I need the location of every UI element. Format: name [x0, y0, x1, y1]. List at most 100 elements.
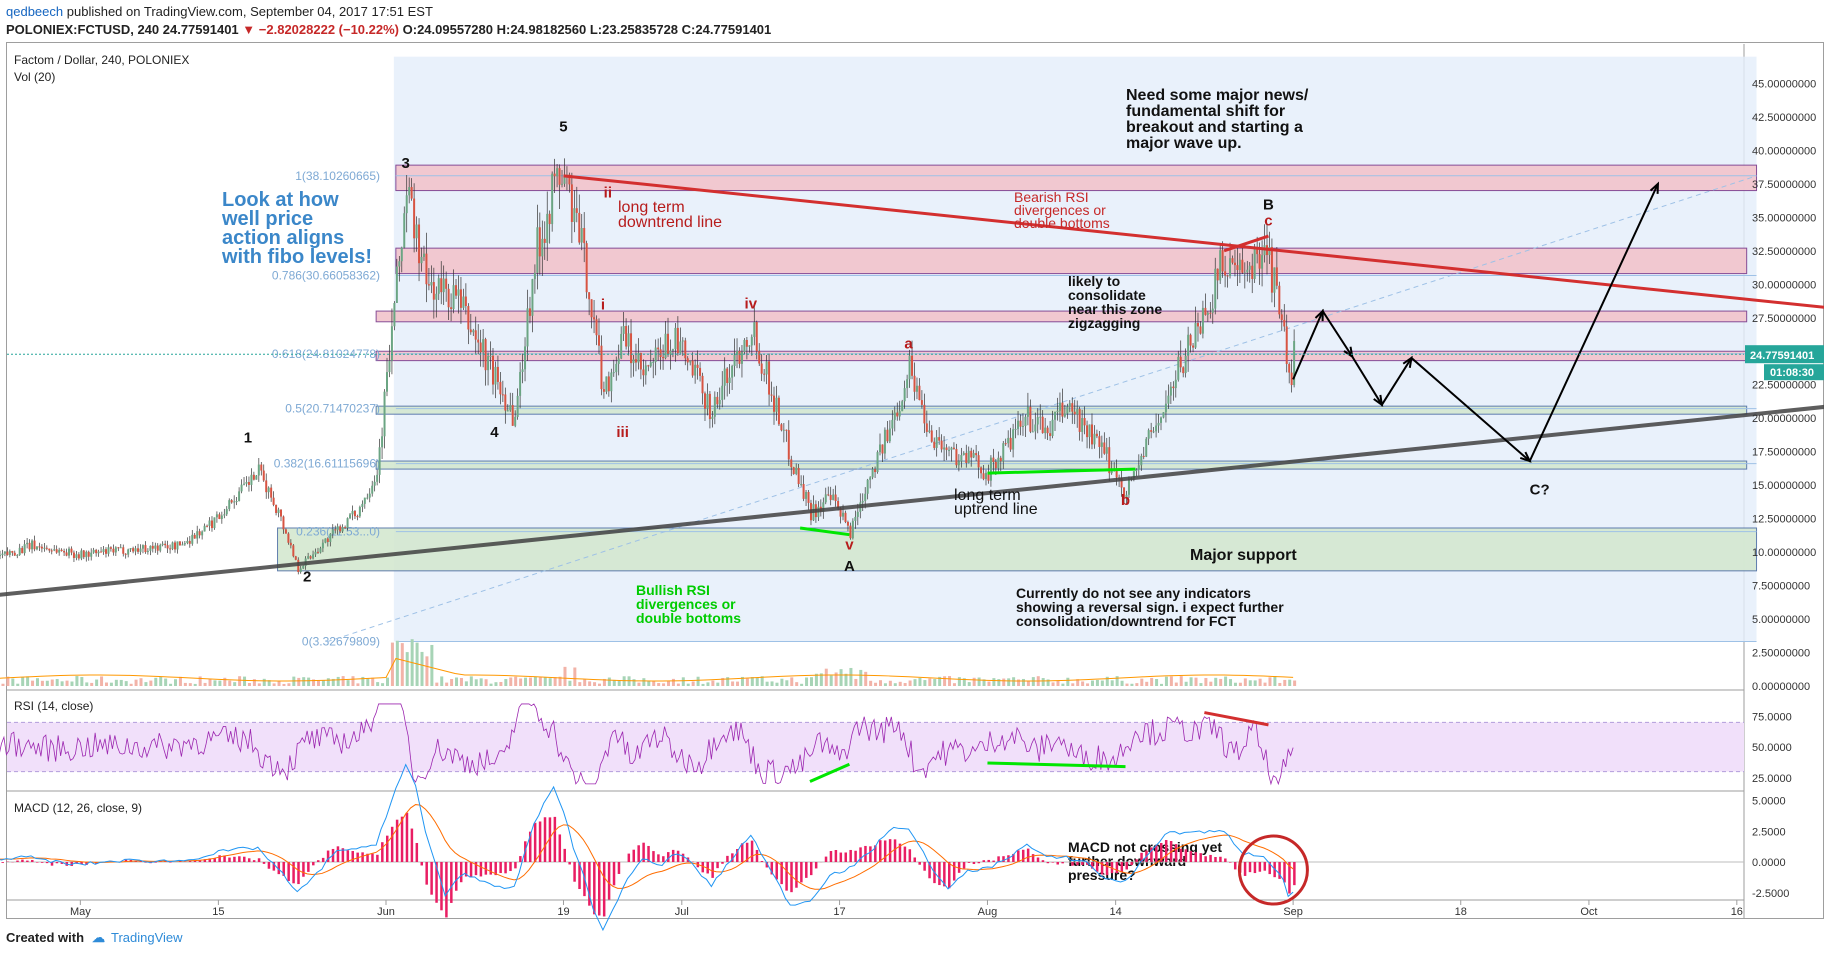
- footer-brand[interactable]: TradingView: [111, 930, 183, 945]
- volume-bar: [144, 682, 148, 686]
- macd-histogram-bar: [514, 862, 517, 869]
- candle-body: [1216, 268, 1219, 281]
- volume-bar: [1031, 677, 1035, 686]
- candle-body: [8, 551, 11, 555]
- candle-body: [839, 508, 842, 517]
- rsi-axis-tick: 75.0000: [1752, 711, 1792, 723]
- volume-bar: [602, 678, 606, 686]
- volume-bar: [316, 680, 320, 686]
- macd-histogram-bar: [957, 862, 961, 873]
- wave-label: iii: [616, 424, 629, 441]
- candle-body: [869, 477, 872, 480]
- rsi-label: RSI (14, close): [14, 699, 93, 713]
- volume-bar: [1026, 680, 1030, 686]
- candle-body: [319, 548, 322, 553]
- candle-body: [1199, 326, 1202, 334]
- candle-body: [721, 385, 724, 400]
- macd-histogram-bar: [1017, 850, 1020, 862]
- candle-body: [146, 550, 149, 553]
- volume-bar: [652, 680, 656, 686]
- macd-histogram-bar: [1150, 847, 1153, 862]
- volume-bar: [696, 676, 700, 686]
- candle-body: [620, 333, 623, 359]
- volume-bar: [262, 678, 266, 686]
- volume-bar: [671, 678, 675, 686]
- rsi-axis-tick: 50.0000: [1752, 742, 1792, 754]
- support-zone: [277, 527, 1758, 572]
- candle-body: [1169, 386, 1172, 396]
- macd-histogram-bar: [701, 862, 705, 873]
- candle-body: [176, 541, 179, 550]
- candle-body: [1046, 427, 1049, 434]
- downtrend-line: [563, 174, 1824, 309]
- macd-histogram-bar: [760, 860, 764, 862]
- volume-bar: [445, 682, 449, 686]
- volume-bar: [543, 677, 547, 686]
- candle-body: [413, 198, 416, 239]
- candle-body: [75, 554, 78, 558]
- volume-bar: [1268, 677, 1272, 686]
- volume-bar: [558, 676, 562, 686]
- macd-histogram-bar: [395, 819, 399, 862]
- forecast-arrowhead: [1402, 355, 1413, 368]
- candle-body: [393, 302, 396, 327]
- candle-body: [35, 546, 38, 550]
- candle-body: [326, 538, 329, 542]
- macd-histogram-bar: [533, 822, 537, 862]
- candle-body: [630, 333, 633, 364]
- macd-histogram-bar: [188, 861, 192, 862]
- candle-body: [597, 335, 600, 346]
- candle-body: [802, 484, 805, 499]
- candle-body: [1031, 431, 1034, 433]
- candle-body: [1283, 319, 1286, 327]
- candle-body: [930, 430, 933, 442]
- macd-histogram-bar: [1056, 862, 1059, 865]
- volume-bar: [1248, 680, 1252, 686]
- candle-body: [920, 400, 923, 405]
- macd-histogram-bar: [849, 849, 852, 862]
- volume-bar: [701, 683, 705, 686]
- candle-body: [748, 345, 751, 347]
- candle-body: [156, 545, 159, 551]
- candle-body: [1137, 465, 1140, 470]
- macd-histogram-bar: [1288, 862, 1291, 894]
- candle-body: [701, 375, 704, 394]
- publisher-name[interactable]: qedbeech: [6, 4, 64, 19]
- candle-body: [671, 349, 674, 351]
- macd-histogram-bar: [474, 862, 478, 876]
- macd-histogram-bar: [479, 862, 483, 877]
- bearish-note: divergences or: [1014, 202, 1106, 218]
- candle-body: [243, 483, 246, 485]
- macd-histogram-bar: [597, 862, 601, 916]
- candle-body: [452, 285, 455, 310]
- candle-body: [1078, 408, 1081, 432]
- volume-bar: [1076, 679, 1080, 686]
- candle-body: [70, 548, 73, 553]
- macd-histogram-bar: [1204, 856, 1207, 862]
- volume-bar: [874, 682, 878, 686]
- candle-body: [1233, 262, 1236, 266]
- candle-body: [210, 520, 213, 529]
- candle-body: [122, 547, 125, 554]
- candle-body: [984, 472, 987, 480]
- time-axis-tick: 17: [833, 906, 845, 918]
- candle-body: [1004, 443, 1007, 445]
- candle-body: [149, 545, 152, 551]
- macd-histogram-bar: [213, 858, 216, 862]
- macd-histogram-bar: [1046, 862, 1050, 864]
- candle-body: [1258, 254, 1261, 269]
- resistance-zone: [375, 350, 1748, 362]
- candle-body: [383, 391, 386, 437]
- macd-histogram-bar: [1071, 862, 1074, 866]
- volume-bar: [583, 679, 587, 686]
- volume-bar: [588, 681, 592, 686]
- candle-body: [982, 473, 985, 480]
- candle-body: [358, 507, 361, 517]
- price-axis-tick: 15.00000000: [1752, 480, 1816, 492]
- candle-body: [1278, 285, 1281, 315]
- volume-bar: [159, 676, 163, 686]
- volume-bar: [70, 681, 74, 686]
- candle-body: [361, 503, 364, 508]
- volume-bar: [395, 640, 399, 686]
